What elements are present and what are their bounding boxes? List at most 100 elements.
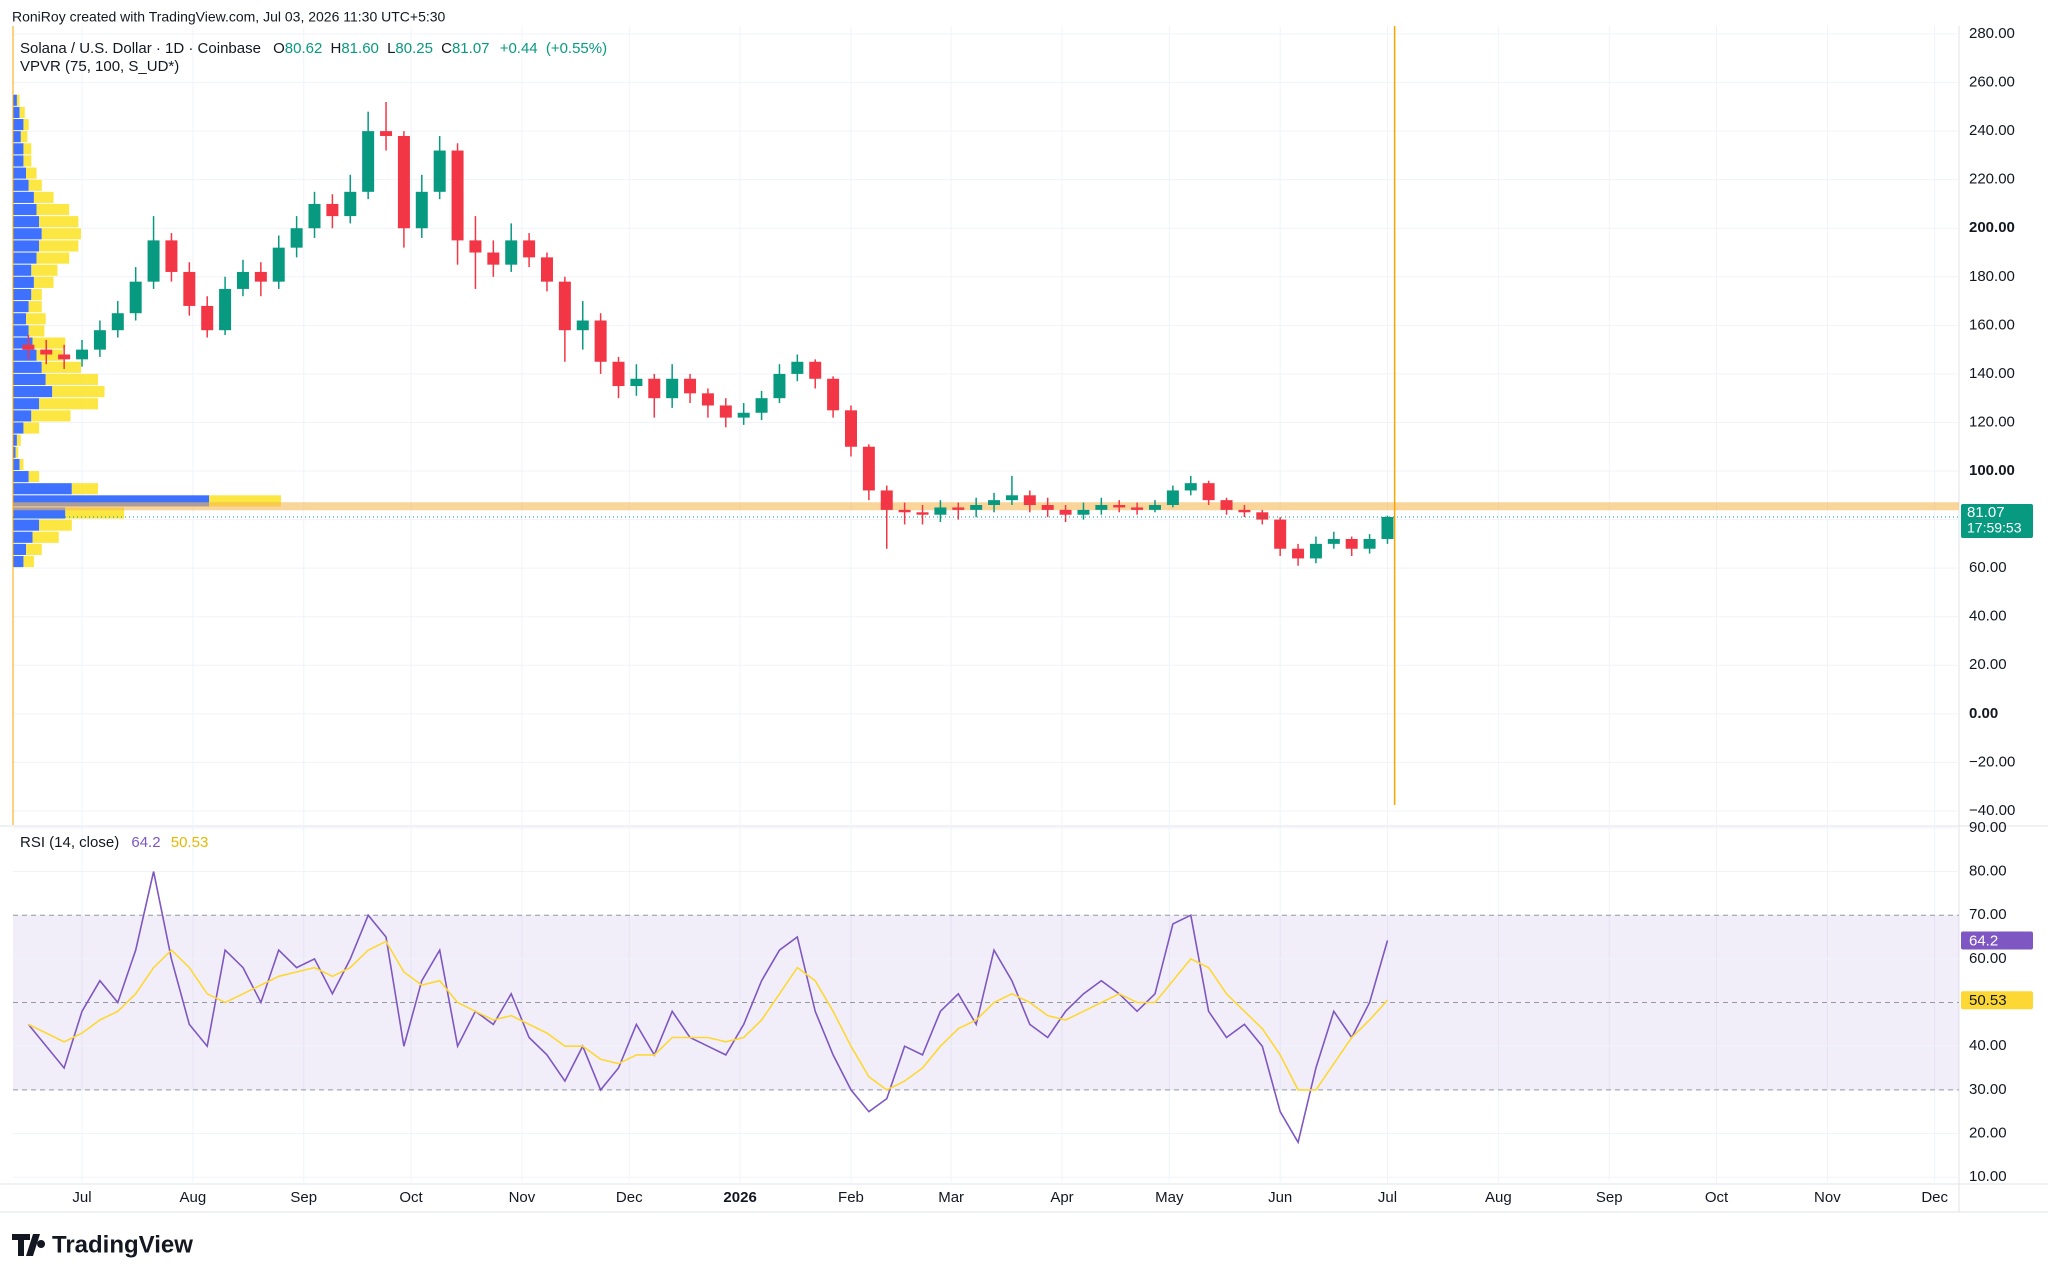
candle-body	[827, 378, 840, 411]
vp-up	[13, 373, 46, 386]
vp-up	[13, 313, 27, 325]
vp-down	[16, 434, 21, 446]
vp-down	[23, 155, 32, 167]
x-tick-label: Apr	[1050, 1189, 1073, 1206]
vp-up	[13, 531, 33, 543]
candle-body	[272, 247, 285, 282]
chart-title: Solana / U.S. Dollar · 1D · Coinbase	[20, 40, 261, 57]
rsi-label: RSI (14, close)	[20, 834, 119, 851]
grid-layer	[0, 26, 2048, 1213]
vp-down	[41, 361, 81, 373]
x-tick-label: Aug	[1485, 1189, 1512, 1206]
rsi-tick-label: 80.00	[1969, 863, 2007, 880]
candle-body	[844, 410, 857, 447]
candle-body	[862, 446, 875, 491]
candle-body	[1381, 516, 1394, 540]
candle-body	[1238, 509, 1251, 513]
candle-body	[344, 191, 357, 217]
vp-down	[31, 288, 42, 301]
candle-body	[1292, 548, 1305, 559]
vp-down	[52, 386, 105, 398]
y-tick-label: 140.00	[1969, 365, 2015, 382]
vp-down	[23, 422, 40, 434]
rsi-legend: RSI (14, close) 64.2 50.53	[20, 834, 208, 851]
rsi-line	[28, 940, 1389, 1091]
candle-body	[1327, 539, 1340, 544]
vp-up	[13, 143, 24, 155]
candle-body	[1059, 509, 1072, 515]
candle-body	[1309, 543, 1322, 559]
candle-body	[916, 512, 929, 515]
x-tick-label: Oct	[1705, 1189, 1729, 1206]
vp-up	[13, 276, 34, 288]
candle-body	[755, 398, 768, 413]
candle-body	[737, 412, 750, 418]
candle-body	[1131, 507, 1144, 510]
candle-body	[1274, 519, 1287, 549]
rsi-tick-label: 40.00	[1969, 1037, 2007, 1054]
candle-body	[415, 191, 428, 229]
brand-logo: TradingView	[12, 1231, 193, 1258]
candle-body	[487, 252, 500, 265]
vp-down	[28, 179, 42, 191]
vp-up	[13, 167, 27, 179]
y-tick-label: 280.00	[1969, 25, 2015, 42]
marks-layer	[12, 26, 1959, 1145]
candle-body	[1023, 495, 1036, 506]
rsi-tick-label: 60.00	[1969, 950, 2007, 967]
vp-up	[13, 495, 210, 507]
vp-down	[23, 118, 29, 131]
x-tick-label: Dec	[616, 1189, 643, 1206]
candle-body	[433, 150, 446, 192]
vp-down	[36, 349, 63, 361]
change-pct: (+0.55%)	[546, 40, 607, 57]
x-tick-label: Jul	[1378, 1189, 1397, 1206]
attribution: RoniRoy created with TradingView.com, Ju…	[12, 9, 446, 25]
vp-down	[19, 458, 24, 471]
indicator-label: VPVR (75, 100, S_UD*)	[20, 58, 179, 75]
candle-body	[326, 203, 339, 217]
vp-up	[13, 434, 17, 446]
candle-body	[988, 500, 1001, 506]
y-tick-label: −40.00	[1969, 802, 2015, 819]
candle-body	[451, 150, 464, 241]
vp-down	[32, 531, 59, 543]
candle-body	[1345, 539, 1358, 549]
vp-down	[33, 276, 54, 288]
candle-body	[1166, 490, 1179, 506]
candle-body	[648, 378, 661, 399]
candle-body	[1184, 483, 1197, 491]
candle-body	[93, 330, 106, 350]
candle-body	[40, 349, 53, 355]
candle-body	[773, 373, 786, 399]
candle-body	[791, 361, 804, 374]
x-tick-label: Jun	[1268, 1189, 1292, 1206]
candle-body	[236, 271, 249, 289]
vp-down	[71, 483, 98, 495]
y-tick-label: 20.00	[1969, 656, 2007, 673]
ohlc-value: 81.60	[341, 40, 379, 57]
vp-down	[39, 519, 72, 531]
candle-body	[952, 507, 965, 510]
legend: Solana / U.S. Dollar · 1D · Coinbase O80…	[20, 40, 607, 57]
y-tick-label: 40.00	[1969, 608, 2007, 625]
y-tick-label: 60.00	[1969, 559, 2007, 576]
y-tick-label: 0.00	[1969, 705, 1998, 722]
x-tick-label: 2026	[723, 1189, 756, 1206]
vp-down	[36, 203, 70, 216]
ohlc-label: C	[441, 40, 452, 57]
candle-body	[1256, 512, 1269, 520]
vp-down	[20, 131, 28, 143]
rsi-tag-label: 64.2	[1969, 932, 1998, 949]
vp-down	[65, 507, 125, 519]
rsi-tick-label: 30.00	[1969, 1081, 2007, 1098]
x-tick-label: Nov	[1814, 1189, 1841, 1206]
candle-body	[1148, 505, 1161, 510]
candle-body	[1077, 509, 1090, 515]
ohlc-value: 80.62	[285, 40, 323, 57]
rsi-tick-label: 70.00	[1969, 906, 2007, 923]
vp-down	[26, 167, 37, 179]
candle-body	[1202, 483, 1215, 501]
